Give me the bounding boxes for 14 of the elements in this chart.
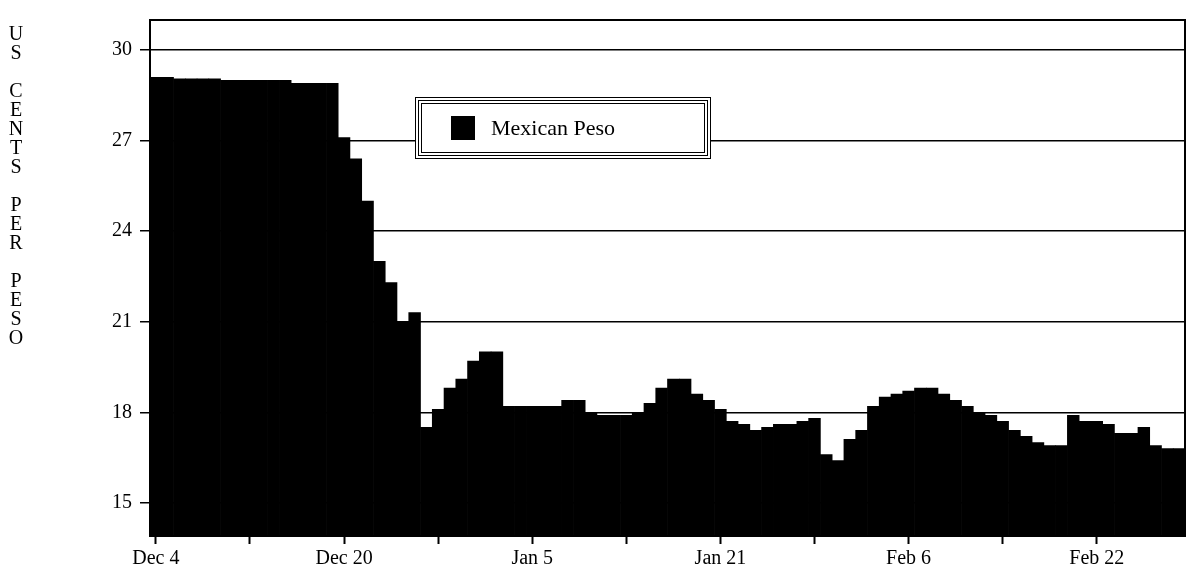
y-tick-label: 18 xyxy=(112,399,132,422)
y-tick-label: 21 xyxy=(112,309,132,331)
x-tick-label: Dec 20 xyxy=(315,546,373,569)
x-tick-label: Feb 6 xyxy=(886,546,932,569)
legend-label: Mexican Peso xyxy=(491,115,616,141)
x-tick-label: Dec 4 xyxy=(132,546,180,569)
y-tick-label: 27 xyxy=(112,127,132,150)
y-tick-label: 24 xyxy=(112,218,132,241)
x-tick-label: Jan 21 xyxy=(694,546,747,569)
y-axis-title: US CENTS PER PESO xyxy=(5,22,27,347)
y-tick-label: 15 xyxy=(112,490,132,513)
x-tick-label: Jan 5 xyxy=(511,546,554,569)
x-tick-label: Feb 22 xyxy=(1069,546,1125,569)
y-tick-label: 30 xyxy=(112,37,132,60)
